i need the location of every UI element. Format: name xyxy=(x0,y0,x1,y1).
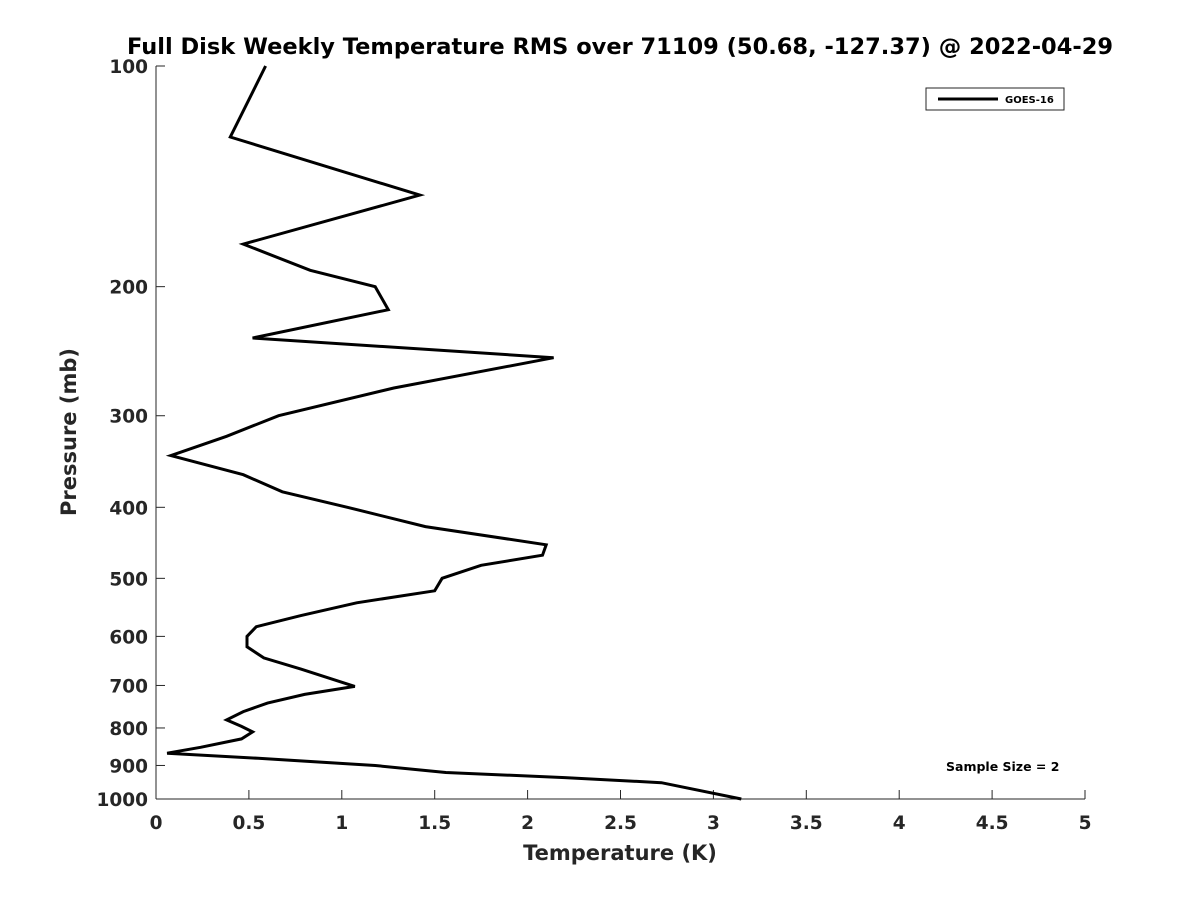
x-tick-label: 1.5 xyxy=(418,813,451,834)
y-tick-label: 600 xyxy=(109,627,148,648)
x-ticks: 0 0.5 1 1.5 2 2.5 3 3.5 4 4.5 5 xyxy=(150,790,1092,834)
y-tick-label: 500 xyxy=(109,569,148,590)
x-tick-label: 4 xyxy=(893,813,906,834)
x-tick-label: 0.5 xyxy=(233,813,266,834)
y-tick-label: 900 xyxy=(109,756,148,777)
series-line-goes-16 xyxy=(165,65,742,801)
y-tick-label: 300 xyxy=(109,407,148,428)
x-tick-label: 3.5 xyxy=(790,813,823,834)
y-ticks: 100 200 300 400 500 600 700 800 900 1000 xyxy=(97,57,165,811)
y-tick-label: 100 xyxy=(109,57,148,78)
y-tick-label: 200 xyxy=(109,278,148,299)
sample-size-annotation: Sample Size = 2 xyxy=(946,759,1059,774)
chart-title: Full Disk Weekly Temperature RMS over 71… xyxy=(127,34,1113,60)
x-tick-label: 5 xyxy=(1079,813,1092,834)
legend-label-goes-16: GOES-16 xyxy=(1005,95,1054,106)
x-tick-label: 4.5 xyxy=(976,813,1009,834)
x-tick-label: 2.5 xyxy=(604,813,637,834)
series-layer xyxy=(165,65,742,801)
y-tick-label: 800 xyxy=(109,719,148,740)
y-tick-label: 400 xyxy=(109,498,148,519)
x-tick-label: 2 xyxy=(521,813,534,834)
x-tick-label: 3 xyxy=(707,813,720,834)
y-tick-label: 700 xyxy=(109,676,148,697)
x-tick-label: 1 xyxy=(335,813,348,834)
y-tick-label: 1000 xyxy=(97,790,149,811)
y-axis-label: Pressure (mb) xyxy=(57,348,81,516)
legend: GOES-16 xyxy=(925,87,1065,111)
x-axis-label: Temperature (K) xyxy=(523,841,717,865)
x-tick-label: 0 xyxy=(150,813,163,834)
